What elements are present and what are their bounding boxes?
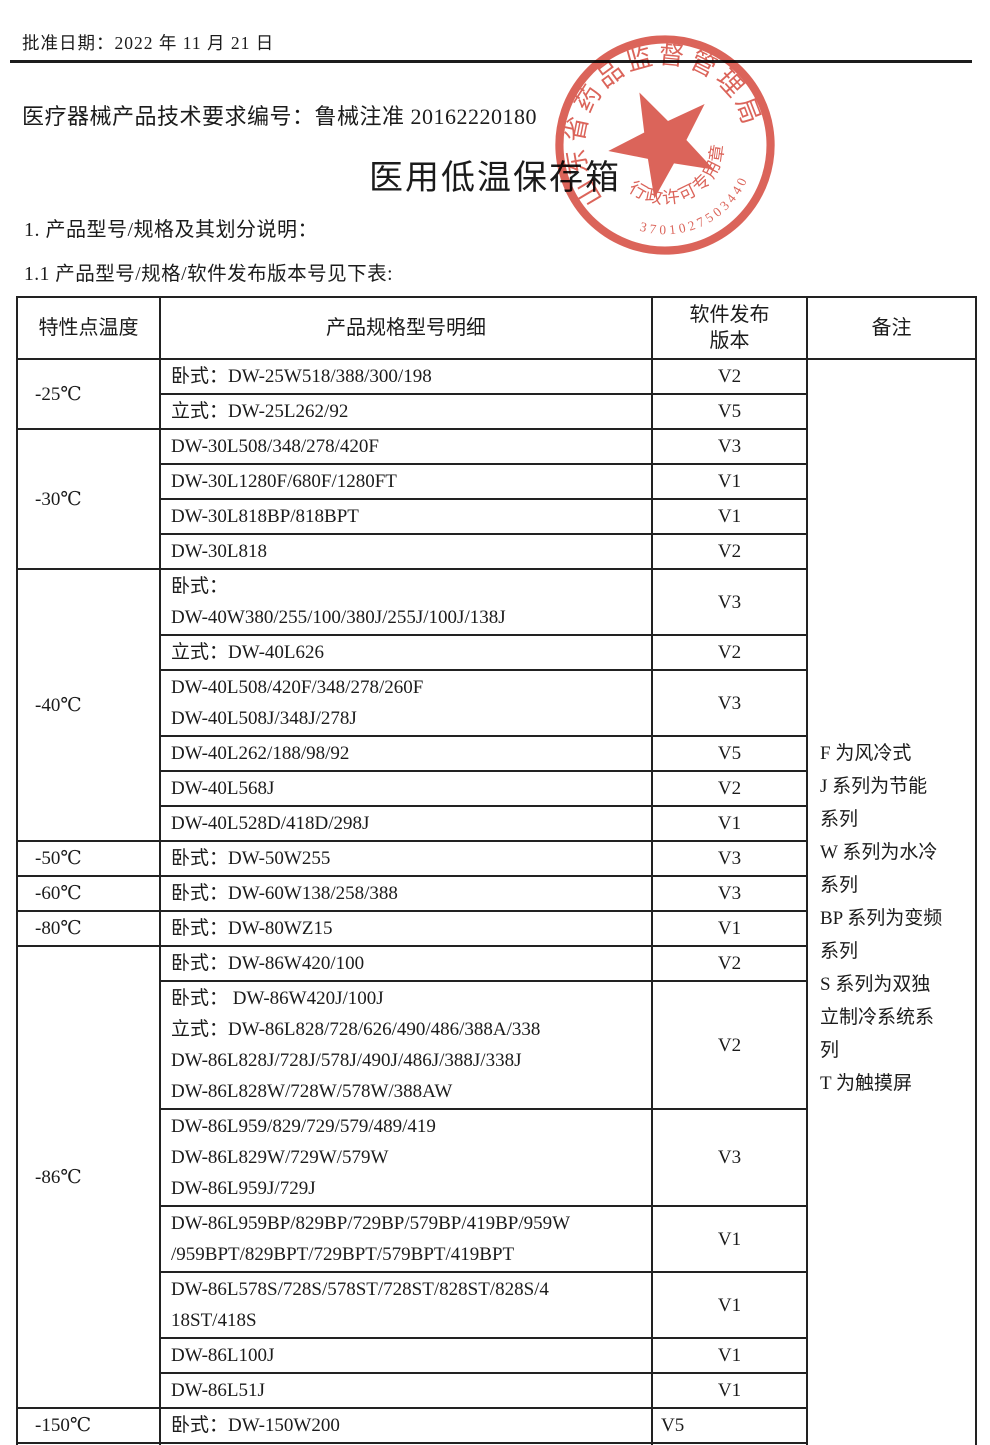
temperature-cell: -150℃ — [16, 1407, 161, 1444]
model-cell: 卧式：DW-60W138/258/388 — [159, 875, 653, 912]
version-cell: V2 — [651, 980, 808, 1110]
table-row: -80℃ 卧式：DW-80WZ15 V1 — [16, 910, 976, 947]
version-cell: V2 — [651, 770, 808, 807]
model-cell: DW-86L959/829/729/579/489/419 DW-86L829W… — [159, 1108, 653, 1207]
section-heading-1: 1. 产品型号/规格及其划分说明： — [24, 219, 319, 241]
table-row: -86℃ 卧式：DW-86W420/100 V2 — [16, 945, 976, 1409]
header-rule — [10, 60, 972, 63]
model-cell: DW-30L1280F/680F/1280FT — [159, 463, 653, 500]
version-cell: V2 — [651, 533, 808, 570]
table-row: -25℃ 卧式：DW-25W518/388/300/198 V2 F 为风冷式 J 系… — [16, 358, 977, 1445]
version-cell: V3 — [651, 1108, 808, 1207]
version-cell: V1 — [651, 805, 808, 842]
model-cell: 卧式：DW-150W209 — [159, 1442, 653, 1445]
col-header-model-detail: 产品规格型号明细 — [159, 296, 653, 360]
model-cell: 卧式： DW-86W420J/100J 立式：DW-86L828/728/626… — [159, 980, 653, 1110]
version-cell: V3 — [651, 875, 808, 912]
model-cell: DW-30L818BP/818BPT — [159, 498, 653, 535]
model-cell: DW-86L51J — [159, 1372, 653, 1409]
model-cell: DW-40L508/420F/348/278/260F DW-40L508J/3… — [159, 669, 653, 737]
version-cell: V1 — [651, 1205, 808, 1273]
version-cell: V3 — [651, 428, 808, 465]
table-row: DW-30L818 V2 — [17, 533, 976, 570]
approval-date: 批准日期：2022 年 11 月 21 日 — [22, 33, 275, 53]
table-row: -60℃ 卧式：DW-60W138/258/388 V3 — [16, 875, 976, 912]
model-cell: DW-40L568J — [159, 770, 653, 807]
table-row: DW-86L578S/728S/578ST/728ST/828ST/828S/4… — [17, 1271, 976, 1339]
model-cell: DW-86L959BP/829BP/729BP/579BP/419BP/959W… — [159, 1205, 653, 1273]
model-cell: DW-86L578S/728S/578ST/728ST/828ST/828S/4… — [159, 1271, 653, 1339]
version-cell: V1 — [651, 1442, 808, 1445]
table-row: DW-86L51J V1 — [17, 1372, 976, 1409]
version-cell: V1 — [651, 1271, 808, 1339]
version-cell: V3 — [651, 568, 808, 636]
table-row: DW-40L568J V2 — [17, 770, 976, 807]
table-row: 立式：DW-40L626 V2 — [17, 634, 976, 671]
table-row: DW-86L100J V1 — [17, 1337, 976, 1374]
temperature-cell: -30℃ — [16, 428, 161, 570]
table-header-row: 特性点温度 产品规格型号明细 软件发布 版本 备注 — [16, 296, 977, 360]
model-cell: DW-40L528D/418D/298J — [159, 805, 653, 842]
temperature-cell: -50℃ — [16, 840, 161, 877]
version-cell: V3 — [651, 840, 808, 877]
table-row: -150℃ 卧式：DW-150W200 V5 — [16, 1407, 976, 1444]
col-header-remark: 备注 — [806, 296, 977, 360]
table-row: -150℃卧式：DW-150W209V1 — [16, 1442, 976, 1445]
section-heading-1-1: 1.1 产品型号/规格/软件发布版本号见下表: — [24, 264, 394, 285]
stamp-circle — [555, 35, 775, 255]
table-row: 立式：DW-25L262/92 V5 — [17, 393, 976, 430]
version-cell: V2 — [651, 634, 808, 671]
table-row: 卧式： DW-86W420J/100J 立式：DW-86L828/728/626… — [17, 980, 976, 1110]
model-cell: DW-86L100J — [159, 1337, 653, 1374]
model-cell: 立式：DW-40L626 — [159, 634, 653, 671]
version-cell: V2 — [651, 945, 808, 982]
table-row: DW-40L528D/418D/298J V1 — [17, 805, 976, 842]
table-row: -30℃ DW-30L508/348/278/420F V3 — [16, 428, 976, 570]
model-cell: 卧式：DW-150W200 — [159, 1407, 653, 1444]
temperature-cell: -150℃ — [16, 1442, 161, 1445]
version-cell: V3 — [651, 669, 808, 737]
version-cell: V1 — [651, 1337, 808, 1374]
model-cell: DW-30L508/348/278/420F — [159, 428, 653, 465]
remark-cell: F 为风冷式 J 系列为节能 系列 W 系列为水冷 系列 BP 系列为变频 系列… — [806, 358, 977, 1445]
model-cell: 卧式： DW-40W380/255/100/380J/255J/100J/138… — [159, 568, 653, 636]
table-row: DW-30L1280F/680F/1280FT V1 — [17, 463, 976, 500]
version-cell: V5 — [651, 393, 808, 430]
col-header-software-version: 软件发布 版本 — [651, 296, 808, 360]
model-cell: 立式：DW-25L262/92 — [159, 393, 653, 430]
model-cell: 卧式：DW-86W420/100 — [159, 945, 653, 982]
version-cell: V5 — [651, 1407, 808, 1444]
table-row: DW-40L508/420F/348/278/260F DW-40L508J/3… — [17, 669, 976, 737]
version-cell: V2 — [651, 358, 808, 395]
table-body: -25℃ 卧式：DW-25W518/388/300/198 V2 F 为风冷式 J 系… — [16, 358, 977, 1445]
version-cell: V5 — [651, 735, 808, 772]
table-row: DW-86L959BP/829BP/729BP/579BP/419BP/959W… — [17, 1205, 976, 1273]
col-header-temperature: 特性点温度 — [16, 296, 161, 360]
version-cell: V1 — [651, 498, 808, 535]
model-cell: 卧式：DW-25W518/388/300/198 — [159, 358, 653, 395]
page-title: 医用低温保存箱 — [369, 160, 621, 197]
model-cell: 卧式：DW-80WZ15 — [159, 910, 653, 947]
temperature-cell: -80℃ — [16, 910, 161, 947]
model-cell: DW-30L818 — [159, 533, 653, 570]
temperature-cell: -25℃ — [16, 358, 161, 430]
temperature-cell: -86℃ — [16, 945, 161, 1409]
table-row: -40℃ 卧式： DW-40W380/255/100/380J/255J/100J… — [16, 568, 976, 842]
table-row: DW-30L818BP/818BPT V1 — [17, 498, 976, 535]
version-cell: V1 — [651, 910, 808, 947]
version-cell: V1 — [651, 463, 808, 500]
product-spec-table: 特性点温度 产品规格型号明细 软件发布 版本 备注 -25℃ 卧式：DW-25W5… — [16, 296, 977, 1445]
doc-number: 医疗器械产品技术要求编号：鲁械注准 20162220180 — [22, 104, 538, 129]
table-row: DW-86L959/829/729/579/489/419 DW-86L829W… — [17, 1108, 976, 1207]
table-row: DW-40L262/188/98/92 V5 — [17, 735, 976, 772]
model-cell: DW-40L262/188/98/92 — [159, 735, 653, 772]
version-cell: V1 — [651, 1372, 808, 1409]
table-row: -50℃ 卧式：DW-50W255 V3 — [16, 840, 976, 877]
temperature-cell: -40℃ — [16, 568, 161, 842]
model-cell: 卧式：DW-50W255 — [159, 840, 653, 877]
temperature-cell: -60℃ — [16, 875, 161, 912]
